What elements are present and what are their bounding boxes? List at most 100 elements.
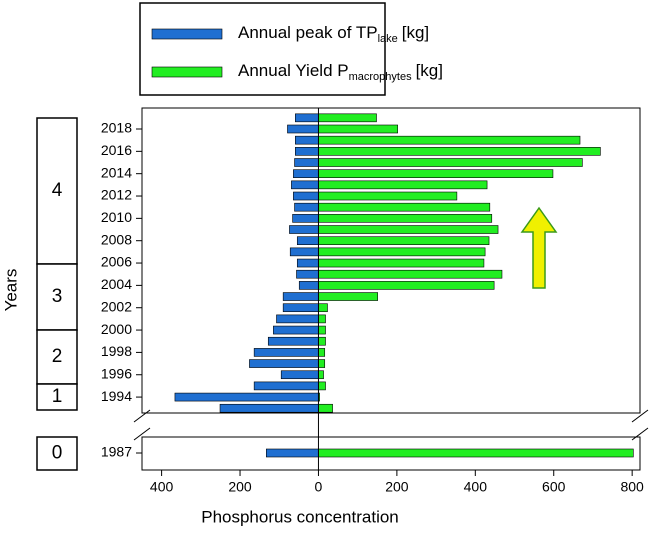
period-box [36,383,78,411]
y-tick-label: 1998 [101,343,132,359]
bar [295,135,319,145]
period-box [36,329,78,385]
bar [282,303,319,313]
bar [318,191,458,201]
bar [318,158,583,167]
bar [318,147,601,156]
period-label: 0 [52,443,63,464]
period-box [36,263,78,331]
legend-name: Annual Yield P [238,61,349,80]
bar [318,336,326,346]
y-tick-label: 2008 [101,231,132,247]
x-tick-label: 400 [464,479,488,495]
bar [318,135,581,145]
bar [298,281,319,290]
plot-frame-upper [141,107,641,414]
bar [292,214,319,223]
bar [318,202,491,212]
bar [280,370,319,380]
bar [318,292,378,301]
period-label: 2 [52,346,63,367]
bar [318,403,333,413]
period-label: 4 [52,180,63,201]
legend-label: Annual peak of TPlake [kg] [238,23,429,44]
bar [318,325,326,335]
x-axis-title: Phosphorus concentration [201,507,399,526]
bar [318,269,503,279]
y-tick-label: 2018 [101,120,132,136]
period-box [36,436,78,471]
bar [293,191,319,201]
bar [293,169,319,178]
bar [267,336,319,346]
bar [219,403,319,413]
bar [318,214,493,223]
y-tick-label: 2016 [101,142,132,158]
legend-swatch [151,28,223,40]
break-mark [133,409,151,423]
bar [273,325,319,335]
bar [318,370,324,380]
bar [266,448,319,458]
bar [318,113,377,123]
bar [287,124,319,134]
bar [318,303,328,313]
legend-sub: lake [378,33,398,45]
y-tick-label: 2000 [101,321,132,337]
y-tick-label: 2014 [101,164,132,180]
bar [295,113,319,123]
bar [294,202,319,212]
bar [318,247,486,257]
x-tick-label: 600 [542,479,566,495]
bar [294,158,319,167]
y-tick-label: 2004 [101,276,132,292]
y-tick-label: 1996 [101,365,132,381]
y-axis-title: Years [1,269,20,312]
bar [318,448,634,458]
bar [318,180,488,190]
legend-name: Annual peak of TP [238,23,378,42]
trend-arrow [520,206,558,289]
x-tick-label: 200 [385,479,409,495]
bar [318,225,499,234]
axis-break [133,409,649,441]
bar [318,348,326,357]
legend-unit: [kg] [402,23,429,42]
bar [318,258,485,268]
legend-unit: [kg] [416,61,443,80]
bar [296,236,319,245]
bar [318,281,495,290]
period-label: 3 [52,286,63,307]
break-gap [632,416,648,434]
x-tick-label: 200 [228,479,252,495]
x-tick-label: 0 [315,479,323,495]
break-gap [134,416,150,434]
bar [249,359,319,368]
bar [276,314,319,324]
bar [318,314,326,324]
bar [295,147,319,156]
bar [291,180,319,190]
x-tick-label: 800 [620,479,644,495]
y-tick-label: 2010 [101,209,132,225]
bar [296,269,319,279]
legend-swatch [151,66,223,78]
y-tick-label: 1994 [101,388,132,404]
legend-sub: macrophytes [349,71,412,83]
bar [318,381,326,391]
bar [174,392,319,402]
legend-box [139,2,386,96]
y-tick-label: 2002 [101,298,132,314]
bar [289,247,319,257]
bar [318,124,398,134]
break-mark [133,427,151,441]
y-tick-label: 2006 [101,254,132,270]
bar [318,169,554,178]
bar [282,292,319,301]
bar [318,236,490,245]
bar [253,381,319,391]
bar [296,258,319,268]
y-tick-label: 2012 [101,187,132,203]
period-label: 1 [52,386,63,407]
x-tick-label: 400 [150,479,174,495]
